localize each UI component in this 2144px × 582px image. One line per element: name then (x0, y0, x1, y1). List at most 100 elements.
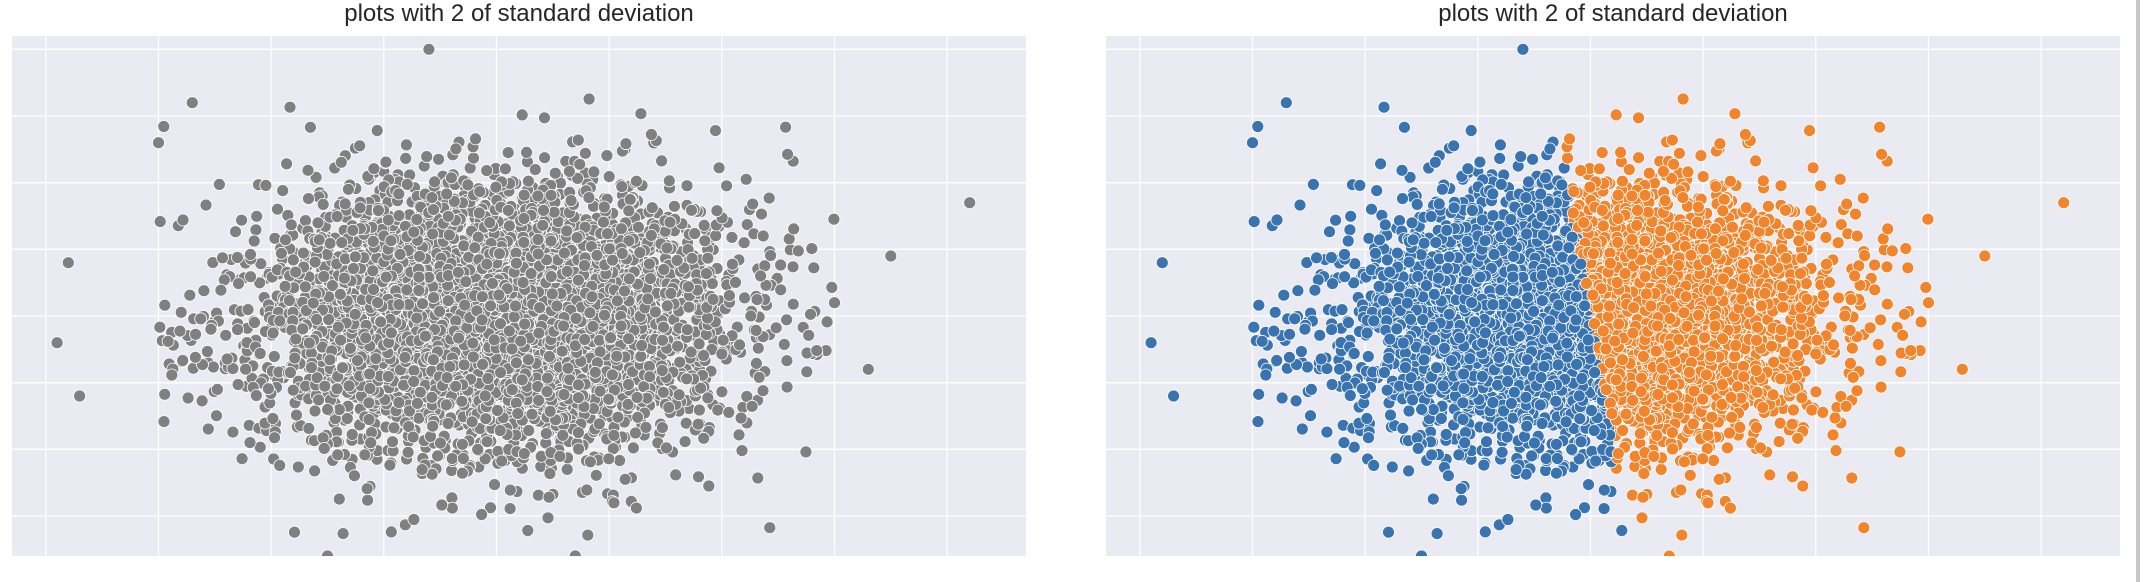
data-point (539, 427, 553, 441)
data-point (611, 410, 625, 424)
data-point (580, 483, 594, 497)
data-point (302, 421, 316, 435)
data-point (371, 296, 385, 310)
data-point (384, 326, 398, 340)
data-point (231, 323, 245, 337)
data-point (688, 227, 702, 241)
data-point (188, 350, 202, 364)
data-point (606, 253, 619, 267)
data-point (451, 265, 465, 279)
data-point (312, 233, 326, 247)
data-point (244, 248, 257, 261)
data-point (619, 137, 633, 151)
data-point (656, 333, 669, 347)
data-point (572, 391, 585, 405)
data-point (641, 292, 655, 306)
data-point (645, 201, 659, 215)
data-point (457, 358, 471, 372)
data-point (433, 436, 447, 450)
data-point (735, 444, 749, 458)
data-point (484, 501, 497, 515)
data-point (657, 263, 671, 276)
data-point (729, 275, 742, 289)
data-point (286, 253, 300, 267)
data-point (571, 171, 584, 185)
data-point (337, 271, 351, 285)
data-point (488, 478, 501, 492)
data-point (199, 198, 213, 212)
data-point (195, 394, 209, 408)
data-point (802, 328, 816, 342)
data-point (541, 511, 555, 525)
data-point (725, 230, 739, 244)
data-point (601, 227, 614, 241)
data-point (538, 151, 551, 165)
data-point (587, 165, 601, 179)
data-point (274, 246, 288, 260)
data-point (779, 120, 792, 134)
data-point (461, 178, 475, 192)
data-point (697, 349, 710, 362)
data-point (573, 157, 587, 171)
data-point (333, 287, 347, 301)
data-point (745, 399, 759, 413)
data-point (412, 270, 426, 284)
data-point (604, 331, 617, 345)
data-point (810, 344, 824, 358)
data-point (643, 370, 657, 384)
data-point (701, 391, 715, 405)
data-point (762, 191, 776, 205)
data-point (204, 322, 218, 336)
data-point (494, 317, 507, 331)
data-point (439, 398, 453, 412)
data-point (310, 312, 324, 326)
data-point (752, 370, 766, 384)
data-point (424, 430, 437, 443)
data-point (413, 249, 426, 263)
data-point (746, 197, 760, 211)
data-point (622, 272, 636, 286)
data-point (317, 441, 331, 455)
data-point (715, 347, 729, 361)
data-point (516, 276, 530, 289)
data-point (611, 294, 624, 308)
data-point (509, 256, 523, 270)
data-point (458, 298, 472, 312)
data-point (501, 203, 515, 217)
data-point (253, 347, 267, 360)
data-point (560, 224, 574, 238)
data-point (570, 231, 584, 245)
data-point (563, 164, 576, 178)
data-point (418, 329, 432, 343)
data-point (457, 239, 471, 253)
data-point (306, 296, 320, 310)
data-point (751, 341, 765, 355)
data-point (345, 428, 359, 441)
data-point (698, 234, 712, 248)
data-point (517, 235, 531, 249)
data-point (220, 352, 234, 366)
data-point (722, 405, 736, 419)
data-point (445, 452, 459, 466)
data-point (607, 496, 621, 510)
data-point (537, 203, 550, 217)
data-point (615, 247, 629, 260)
data-point (786, 260, 800, 274)
data-point (597, 200, 611, 214)
data-point (550, 299, 564, 313)
data-point (308, 255, 322, 269)
data-point (627, 441, 640, 455)
data-point (403, 404, 416, 418)
data-point (466, 350, 480, 364)
data-point (374, 315, 388, 329)
data-point (381, 213, 395, 227)
data-point (366, 264, 380, 278)
data-point (194, 312, 208, 326)
data-point (509, 356, 523, 370)
data-point (400, 177, 414, 191)
data-point (572, 378, 585, 392)
data-point (267, 350, 281, 363)
data-point (478, 389, 492, 403)
data-point (660, 299, 674, 313)
scatter-plot-left (12, 36, 1026, 556)
